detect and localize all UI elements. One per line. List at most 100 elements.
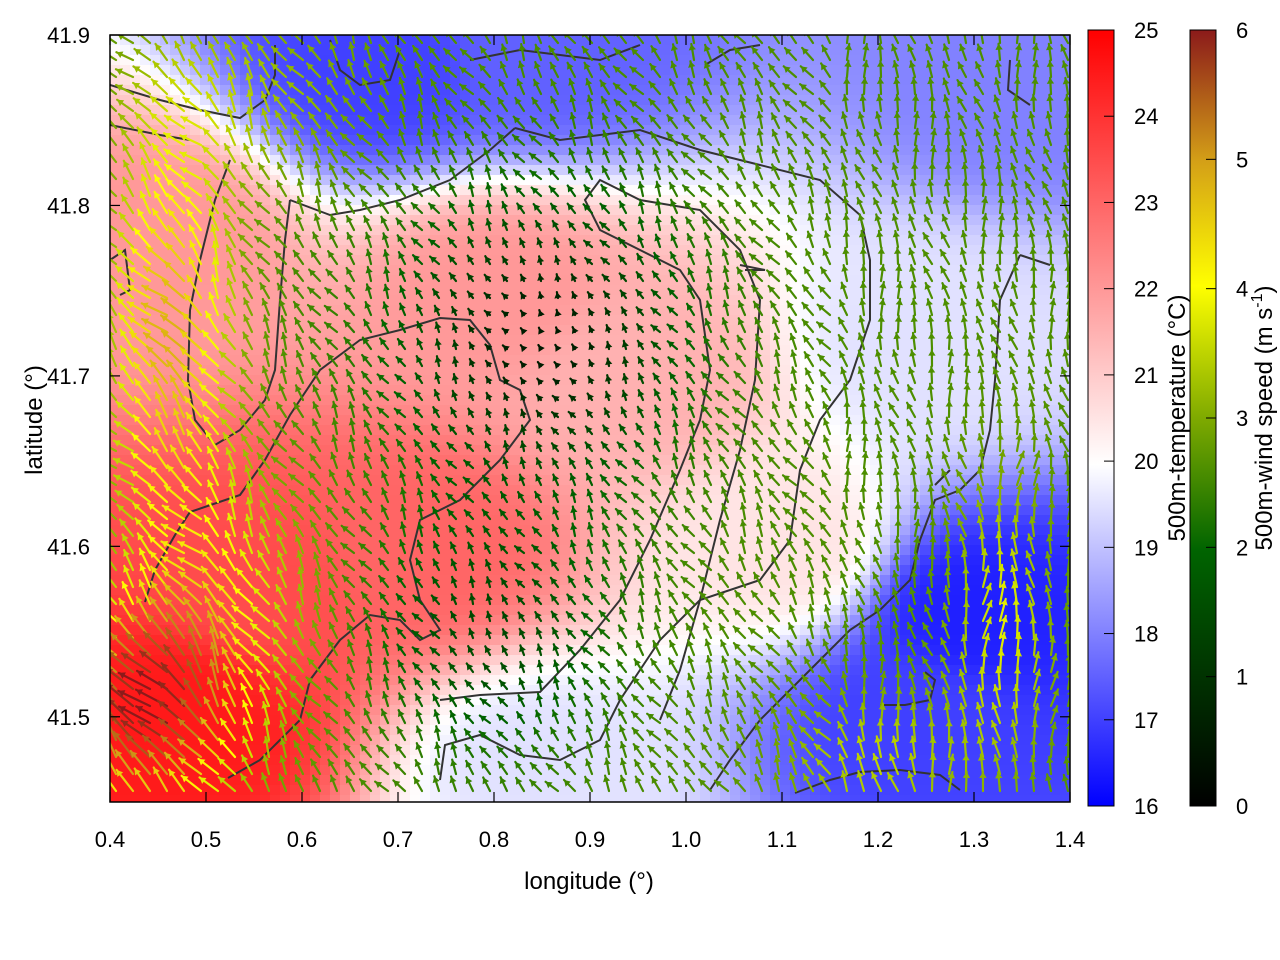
heatmap-cell [950, 245, 961, 256]
heatmap-cell [250, 305, 261, 316]
heatmap-cell [180, 185, 191, 196]
heatmap-cell [130, 215, 141, 226]
heatmap-cell [720, 145, 731, 156]
heatmap-cell [950, 195, 961, 206]
heatmap-cell [300, 85, 311, 96]
heatmap-cell [610, 225, 621, 236]
heatmap-cell [130, 165, 141, 176]
heatmap-cell [540, 355, 551, 366]
heatmap-cell [1050, 165, 1061, 176]
heatmap-cell [780, 185, 791, 196]
heatmap-cell [990, 175, 1001, 186]
heatmap-cell [740, 75, 751, 86]
heatmap-cell [1010, 35, 1021, 46]
heatmap-cell [980, 155, 991, 166]
heatmap-cell [110, 205, 121, 216]
heatmap-cell [800, 195, 811, 206]
heatmap-cell [170, 85, 181, 96]
heatmap-cell [490, 135, 501, 146]
heatmap-cell [830, 495, 841, 506]
heatmap-cell [400, 405, 411, 416]
heatmap-cell [780, 465, 791, 476]
heatmap-cell [880, 335, 891, 346]
heatmap-cell [120, 435, 131, 446]
heatmap-cell [700, 245, 711, 256]
heatmap-cell [1050, 145, 1061, 156]
heatmap-cell [540, 195, 551, 206]
heatmap-cell [290, 405, 301, 416]
heatmap-cell [1040, 95, 1051, 106]
heatmap-cell [200, 315, 211, 326]
heatmap-cell [390, 205, 401, 216]
heatmap-cell [970, 405, 981, 416]
heatmap-cell [680, 135, 691, 146]
heatmap-cell [940, 185, 951, 196]
heatmap-cell [480, 325, 491, 336]
heatmap-cell [270, 215, 281, 226]
heatmap-cell [870, 415, 881, 426]
heatmap-cell [420, 375, 431, 386]
heatmap-cell [170, 315, 181, 326]
heatmap-cell [1030, 225, 1041, 236]
heatmap-cell [630, 205, 641, 216]
heatmap-cell [520, 235, 531, 246]
heatmap-cell [270, 395, 281, 406]
heatmap-cell [370, 545, 381, 556]
heatmap-cell [230, 355, 241, 366]
heatmap-cell [240, 275, 251, 286]
heatmap-cell [1030, 295, 1041, 306]
heatmap-cell [1000, 85, 1011, 96]
heatmap-cell [690, 185, 701, 196]
heatmap-cell [710, 185, 721, 196]
heatmap-cell [790, 425, 801, 436]
heatmap-cell [110, 145, 121, 156]
heatmap-cell [450, 365, 461, 376]
heatmap-cell [170, 155, 181, 166]
heatmap-cell [350, 305, 361, 316]
heatmap-cell [560, 545, 571, 556]
heatmap-cell [740, 85, 751, 96]
heatmap-cell [840, 295, 851, 306]
heatmap-cell [230, 125, 241, 136]
heatmap-cell [490, 475, 501, 486]
heatmap-cell [970, 165, 981, 176]
heatmap-cell [450, 125, 461, 136]
heatmap-cell [380, 295, 391, 306]
heatmap-cell [310, 255, 321, 266]
heatmap-cell [720, 175, 731, 186]
heatmap-cell [360, 375, 371, 386]
heatmap-cell [460, 35, 471, 46]
heatmap-cell [710, 35, 721, 46]
heatmap-cell [930, 35, 941, 46]
heatmap-cell [710, 75, 721, 86]
heatmap-cell [950, 35, 961, 46]
heatmap-cell [410, 295, 421, 306]
heatmap-cell [760, 205, 771, 216]
heatmap-cell [840, 175, 851, 186]
heatmap-cell [200, 115, 211, 126]
heatmap-cell [230, 185, 241, 196]
heatmap-cell [730, 275, 741, 286]
heatmap-cell [820, 425, 831, 436]
heatmap-cell [470, 275, 481, 286]
heatmap-cell [480, 55, 491, 66]
heatmap-cell [890, 35, 901, 46]
heatmap-cell [1010, 275, 1021, 286]
heatmap-cell [630, 165, 641, 176]
heatmap-cell [740, 65, 751, 76]
heatmap-cell [720, 255, 731, 266]
heatmap-cell [810, 205, 821, 216]
heatmap-cell [890, 395, 901, 406]
heatmap-cell [600, 375, 611, 386]
heatmap-cell [170, 195, 181, 206]
heatmap-cell [750, 235, 761, 246]
heatmap-cell [680, 225, 691, 236]
heatmap-cell [760, 235, 771, 246]
heatmap-cell [580, 395, 591, 406]
heatmap-cell [690, 275, 701, 286]
heatmap-cell [410, 35, 421, 46]
heatmap-cell [530, 85, 541, 96]
heatmap-cell [180, 65, 191, 76]
heatmap-cell [940, 305, 951, 316]
heatmap-cell [690, 295, 701, 306]
